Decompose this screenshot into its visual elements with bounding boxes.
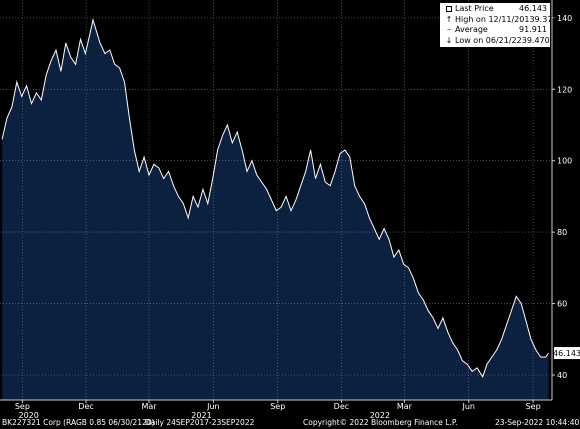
x-tick-label: Jun: [206, 402, 220, 411]
footer-timestamp: 23-Sep-2022 10:44:40: [495, 418, 580, 427]
legend-label: Low on 06/21/22: [455, 35, 522, 45]
series-area: [2, 20, 549, 400]
y-tick-label: 60: [557, 300, 567, 309]
price-legend: Last Price 46.143 ↑ High on 12/11/20 139.…: [440, 3, 558, 47]
x-tick-label: Sep: [15, 402, 30, 411]
footer-security: BK227321 Corp (RAGB 0.85 06/30/2120): [2, 418, 155, 427]
footer-range: Daily 24SEP2017-23SEP2022: [145, 418, 255, 427]
x-tick-label: Jun: [461, 402, 475, 411]
legend-row-last-price: Last Price 46.143: [445, 4, 547, 15]
x-tick-label: Mar: [397, 402, 413, 411]
y-tick-label: 40: [557, 371, 567, 380]
x-tick-label: Sep: [526, 402, 541, 411]
last-price-square-icon: [445, 4, 453, 15]
x-year-label: 2021: [191, 411, 211, 420]
legend-value: 91.911: [519, 25, 547, 34]
y-tick-label: 100: [557, 157, 572, 166]
legend-value: 46.143: [519, 4, 547, 13]
footer-copyright: Copyright© 2022 Bloomberg Finance L.P.: [303, 418, 458, 427]
y-tick-label: 140: [557, 14, 572, 23]
x-tick-label: Dec: [334, 402, 349, 411]
dash-icon: –: [447, 25, 451, 34]
legend-row-low: ↓ Low on 06/21/22 39.470: [445, 35, 550, 47]
last-value-tag: [554, 347, 580, 360]
y-tick-label: 80: [557, 228, 567, 237]
legend-value: 39.470: [521, 35, 550, 45]
x-year-label: 2020: [19, 411, 39, 420]
last-value-label: 46.143: [553, 349, 580, 358]
x-tick-label: Mar: [141, 402, 157, 411]
footer-bar: BK227321 Corp (RAGB 0.85 06/30/2120) Dai…: [0, 415, 580, 429]
y-tick-label: 120: [557, 85, 572, 94]
legend-label: High on 12/11/20: [455, 14, 525, 24]
legend-label: Last Price: [455, 4, 494, 13]
arrow-up-icon: ↑: [445, 14, 453, 24]
legend-row-average: – Average 91.911: [445, 25, 547, 36]
x-tick-label: Sep: [270, 402, 285, 411]
series-line: [1, 18, 549, 378]
x-year-label: 2022: [370, 411, 390, 420]
x-tick-label: Dec: [78, 402, 93, 411]
legend-value: 139.376: [524, 14, 558, 24]
arrow-down-icon: ↓: [445, 35, 453, 45]
legend-row-high: ↑ High on 12/11/20 139.376: [445, 14, 558, 26]
legend-label: Average: [455, 25, 488, 34]
